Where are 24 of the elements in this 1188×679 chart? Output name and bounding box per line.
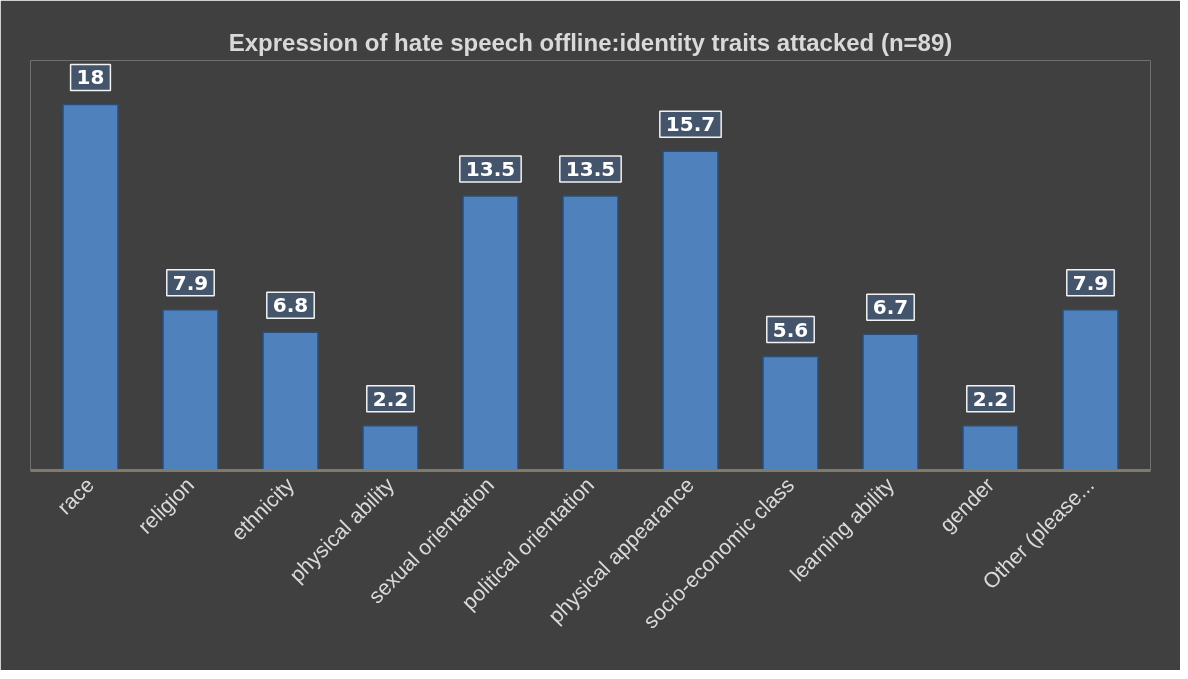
data-label: 5.6 bbox=[772, 317, 809, 342]
data-label: 7.9 bbox=[172, 270, 209, 295]
bar bbox=[362, 425, 419, 471]
bar bbox=[762, 355, 819, 471]
bar bbox=[462, 195, 519, 471]
data-label: 6.8 bbox=[272, 293, 309, 318]
chart-title: Expression of hate speech offline:identity traits attacked (n=89) bbox=[228, 28, 953, 56]
data-label: 6.7 bbox=[872, 295, 909, 320]
data-label: 7.9 bbox=[1072, 270, 1109, 295]
x-tick-label: race bbox=[52, 473, 99, 520]
bar bbox=[162, 309, 219, 471]
data-label: 13.5 bbox=[465, 156, 516, 181]
data-label: 13.5 bbox=[565, 156, 616, 181]
data-label: 18 bbox=[76, 65, 105, 90]
bar bbox=[62, 103, 119, 471]
bar bbox=[562, 195, 619, 471]
data-label: 15.7 bbox=[665, 112, 716, 137]
bar bbox=[1062, 309, 1119, 471]
bar bbox=[262, 331, 319, 471]
bar bbox=[862, 333, 919, 471]
data-label: 2.2 bbox=[372, 386, 409, 411]
bar bbox=[662, 150, 719, 471]
data-label: 2.2 bbox=[972, 386, 1009, 411]
bar bbox=[962, 425, 1019, 471]
